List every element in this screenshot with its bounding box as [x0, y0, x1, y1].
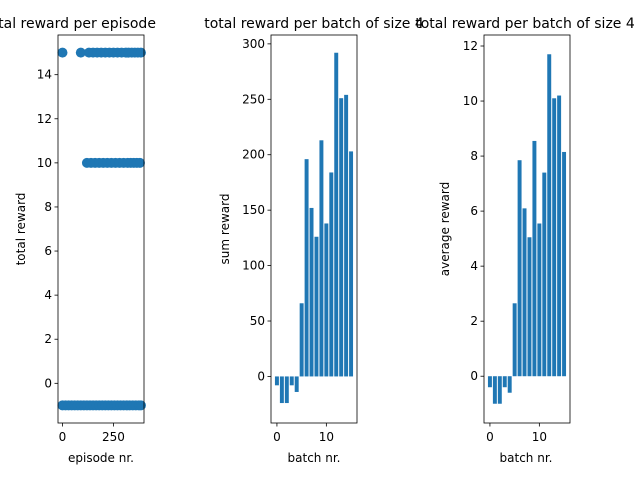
scatter-x-tick-label: 250: [102, 430, 125, 444]
sum-bar: [299, 303, 304, 377]
sum-bar: [314, 236, 319, 377]
average-y-tick-label: 0: [470, 369, 478, 383]
sum-bar: [344, 94, 349, 377]
sum-y-tick-label: 100: [242, 259, 265, 273]
sum-x-tick-label: 10: [319, 430, 334, 444]
scatter-y-tick-label: 6: [44, 244, 52, 258]
scatter-marks: [57, 47, 146, 411]
average-bar-marks: [487, 54, 567, 404]
sum-bar-marks: [274, 52, 354, 404]
average-x-label: batch nr.: [500, 451, 553, 465]
average-x-tick-label: 0: [486, 430, 494, 444]
sum-bar: [329, 172, 334, 377]
average-y-tick-label: 6: [470, 204, 478, 218]
average-bar: [552, 98, 557, 377]
sum-bar: [339, 98, 344, 377]
average-axes-frame: [483, 34, 571, 424]
scatter-x-label: episode nr.: [68, 451, 134, 465]
sum-bar: [304, 159, 309, 377]
average-bar: [502, 376, 507, 388]
average-bar: [557, 95, 562, 377]
scatter-point: [75, 47, 86, 58]
average-y-tick-label: 12: [463, 39, 478, 53]
sum-bar: [349, 151, 354, 377]
average-bar: [562, 151, 567, 377]
scatter-axes-frame: [57, 34, 145, 424]
scatter-y-tick-label: 10: [37, 156, 52, 170]
scatter-y-label: total reward: [14, 193, 28, 266]
average-bar: [492, 376, 497, 404]
panel-scatter: 0 2 4 6 8 10 12 14 0 250 total reward per episod…: [0, 16, 156, 465]
scatter-y-tick-label: 12: [37, 112, 52, 126]
average-bar: [532, 140, 537, 377]
panel-sum-bars: 0 50 100 150 200 250 300 0 10 total reward per …: [204, 16, 424, 465]
average-title: total reward per batch of size 4: [415, 16, 635, 32]
sum-x-ticks: 0 10: [273, 423, 334, 444]
average-x-ticks: 0 10: [486, 423, 547, 444]
average-bar: [542, 172, 547, 377]
sum-y-tick-label: 0: [257, 369, 265, 383]
scatter-point: [135, 47, 146, 58]
sum-x-tick-label: 0: [273, 430, 281, 444]
scatter-point: [135, 400, 146, 411]
scatter-y-tick-label: 2: [44, 332, 52, 346]
sum-bar: [284, 376, 289, 404]
sum-y-tick-label: 50: [250, 314, 265, 328]
average-bar: [537, 223, 542, 377]
scatter-y-tick-label: 4: [44, 288, 52, 302]
scatter-point: [57, 47, 68, 58]
sum-y-tick-label: 300: [242, 37, 265, 51]
scatter-point: [134, 157, 145, 168]
sum-bar: [324, 223, 329, 377]
average-y-tick-label: 2: [470, 314, 478, 328]
sum-bar: [309, 207, 314, 377]
scatter-title: total reward per episode: [0, 16, 156, 32]
sum-x-label: batch nr.: [288, 451, 341, 465]
average-bar: [547, 54, 552, 377]
average-bar: [522, 208, 527, 377]
average-y-tick-label: 8: [470, 149, 478, 163]
panel-average-bars: 0 2 4 6 8 10 12 0 10 total reward per batch of …: [415, 16, 635, 465]
sum-y-label: sum reward: [218, 194, 232, 265]
average-bar: [512, 303, 517, 377]
average-x-tick-label: 10: [532, 430, 547, 444]
average-bar: [527, 237, 532, 377]
scatter-y-tick-label: 14: [37, 68, 52, 82]
sum-bar: [294, 376, 299, 392]
average-y-tick-label: 10: [463, 94, 478, 108]
scatter-x-ticks: 0 250: [59, 423, 125, 444]
average-bar: [507, 376, 512, 393]
sum-bar: [279, 376, 284, 404]
average-y-label: average reward: [438, 182, 452, 277]
scatter-x-tick-label: 0: [59, 430, 67, 444]
sum-y-ticks: 0 50 100 150 200 250 300: [242, 37, 271, 383]
average-bar: [487, 376, 492, 388]
average-bar: [517, 160, 522, 377]
average-bar: [497, 376, 502, 404]
sum-y-tick-label: 200: [242, 148, 265, 162]
scatter-y-tick-label: 0: [44, 376, 52, 390]
sum-bar: [289, 376, 294, 386]
sum-bar: [319, 140, 324, 377]
average-y-ticks: 0 2 4 6 8 10 12: [463, 39, 484, 383]
sum-title: total reward per batch of size 4: [204, 16, 424, 32]
scatter-y-ticks: 0 2 4 6 8 10 12 14: [37, 68, 58, 390]
scatter-y-tick-label: 8: [44, 200, 52, 214]
average-y-tick-label: 4: [470, 259, 478, 273]
sum-axes-frame: [270, 34, 358, 424]
sum-bar: [334, 52, 339, 377]
sum-y-tick-label: 150: [242, 203, 265, 217]
sum-bar: [274, 376, 279, 386]
sum-y-tick-label: 250: [242, 92, 265, 106]
